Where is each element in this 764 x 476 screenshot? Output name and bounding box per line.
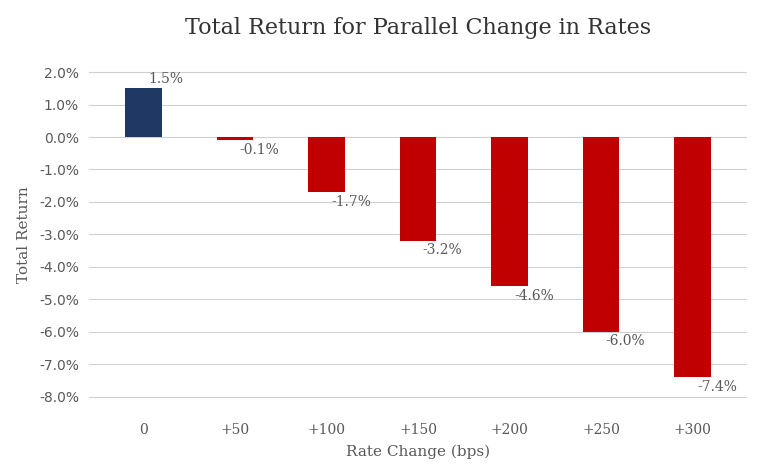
Text: -6.0%: -6.0% [606, 334, 645, 348]
Bar [583, 137, 620, 332]
Bar [125, 89, 162, 137]
Text: -0.1%: -0.1% [240, 143, 280, 157]
Title: Total Return for Parallel Change in Rates: Total Return for Parallel Change in Rate… [185, 17, 651, 39]
Text: 1.5%: 1.5% [148, 72, 183, 86]
Y-axis label: Total Return: Total Return [17, 186, 31, 283]
X-axis label: Rate Change (bps): Rate Change (bps) [346, 445, 490, 459]
Text: -4.6%: -4.6% [514, 289, 554, 303]
Bar [674, 137, 711, 377]
Text: -3.2%: -3.2% [422, 244, 462, 258]
Text: -7.4%: -7.4% [697, 380, 737, 394]
Bar [491, 137, 528, 287]
Text: -1.7%: -1.7% [331, 195, 371, 209]
Bar [308, 137, 345, 192]
Bar [400, 137, 436, 241]
Bar [217, 137, 254, 140]
